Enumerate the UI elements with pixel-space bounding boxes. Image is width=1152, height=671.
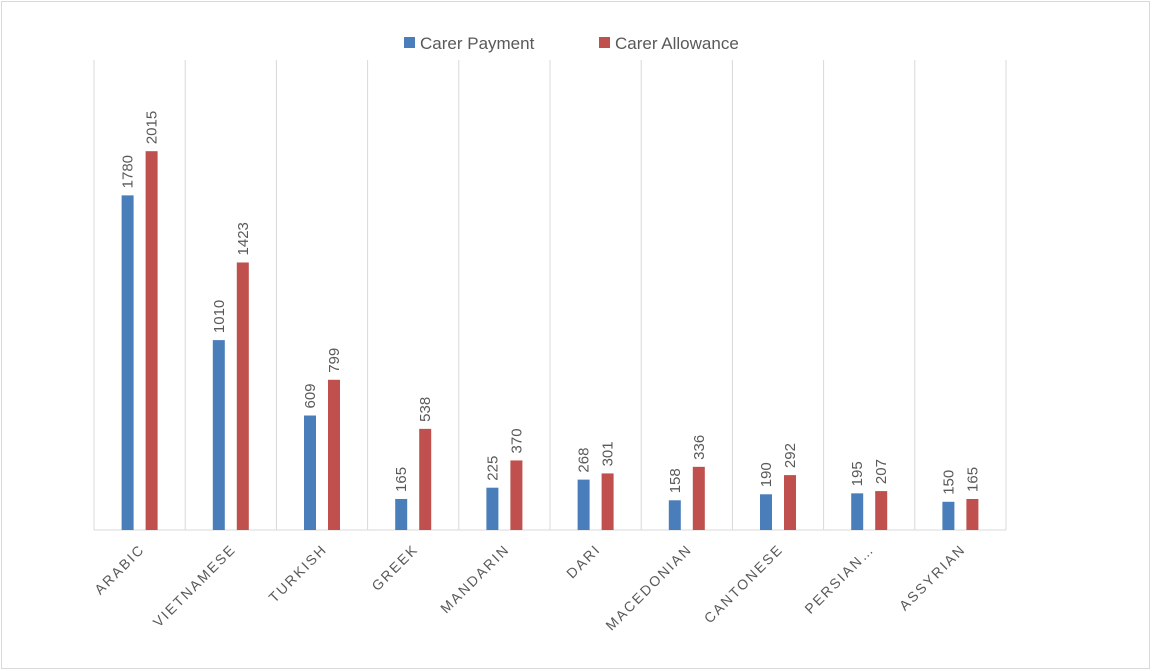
- bar: [486, 487, 499, 530]
- bar: [395, 498, 408, 530]
- bar: [121, 195, 134, 531]
- data-label: 207: [873, 459, 890, 484]
- data-label: 609: [302, 383, 319, 408]
- bar: [966, 498, 979, 530]
- data-label: 165: [964, 467, 981, 492]
- legend-swatch: [599, 37, 610, 48]
- data-label: 799: [326, 348, 343, 373]
- bar: [212, 340, 225, 530]
- bar: [692, 466, 705, 530]
- bar: [236, 262, 249, 530]
- data-label: 301: [600, 441, 617, 466]
- bar: [304, 415, 316, 530]
- bar: [760, 494, 772, 530]
- data-label: 158: [667, 468, 684, 493]
- bar: [875, 491, 888, 530]
- bar: [419, 428, 432, 530]
- legend-swatch: [404, 37, 415, 48]
- bar: [601, 473, 614, 530]
- data-label: 1780: [120, 155, 137, 188]
- data-label: 165: [393, 467, 410, 492]
- data-label: 268: [576, 448, 593, 473]
- data-label: 195: [849, 461, 866, 486]
- bar: [851, 493, 864, 530]
- data-label: 150: [940, 470, 957, 495]
- bar: [510, 460, 523, 530]
- legend-label: Carer Payment: [420, 34, 535, 53]
- bar: [668, 500, 681, 530]
- bar: [145, 151, 158, 530]
- data-label: 1423: [235, 222, 252, 255]
- data-label: 190: [758, 462, 775, 487]
- data-label: 538: [417, 397, 434, 422]
- bar: [784, 475, 796, 530]
- data-label: 336: [691, 435, 708, 460]
- bar: [942, 501, 955, 530]
- bar: [577, 479, 590, 530]
- data-label: 370: [508, 428, 525, 453]
- data-label: 292: [782, 443, 799, 468]
- bar: [328, 379, 340, 530]
- data-label: 225: [484, 456, 501, 481]
- data-label: 1010: [211, 300, 228, 333]
- data-label: 2015: [144, 111, 161, 144]
- legend-label: Carer Allowance: [615, 34, 739, 53]
